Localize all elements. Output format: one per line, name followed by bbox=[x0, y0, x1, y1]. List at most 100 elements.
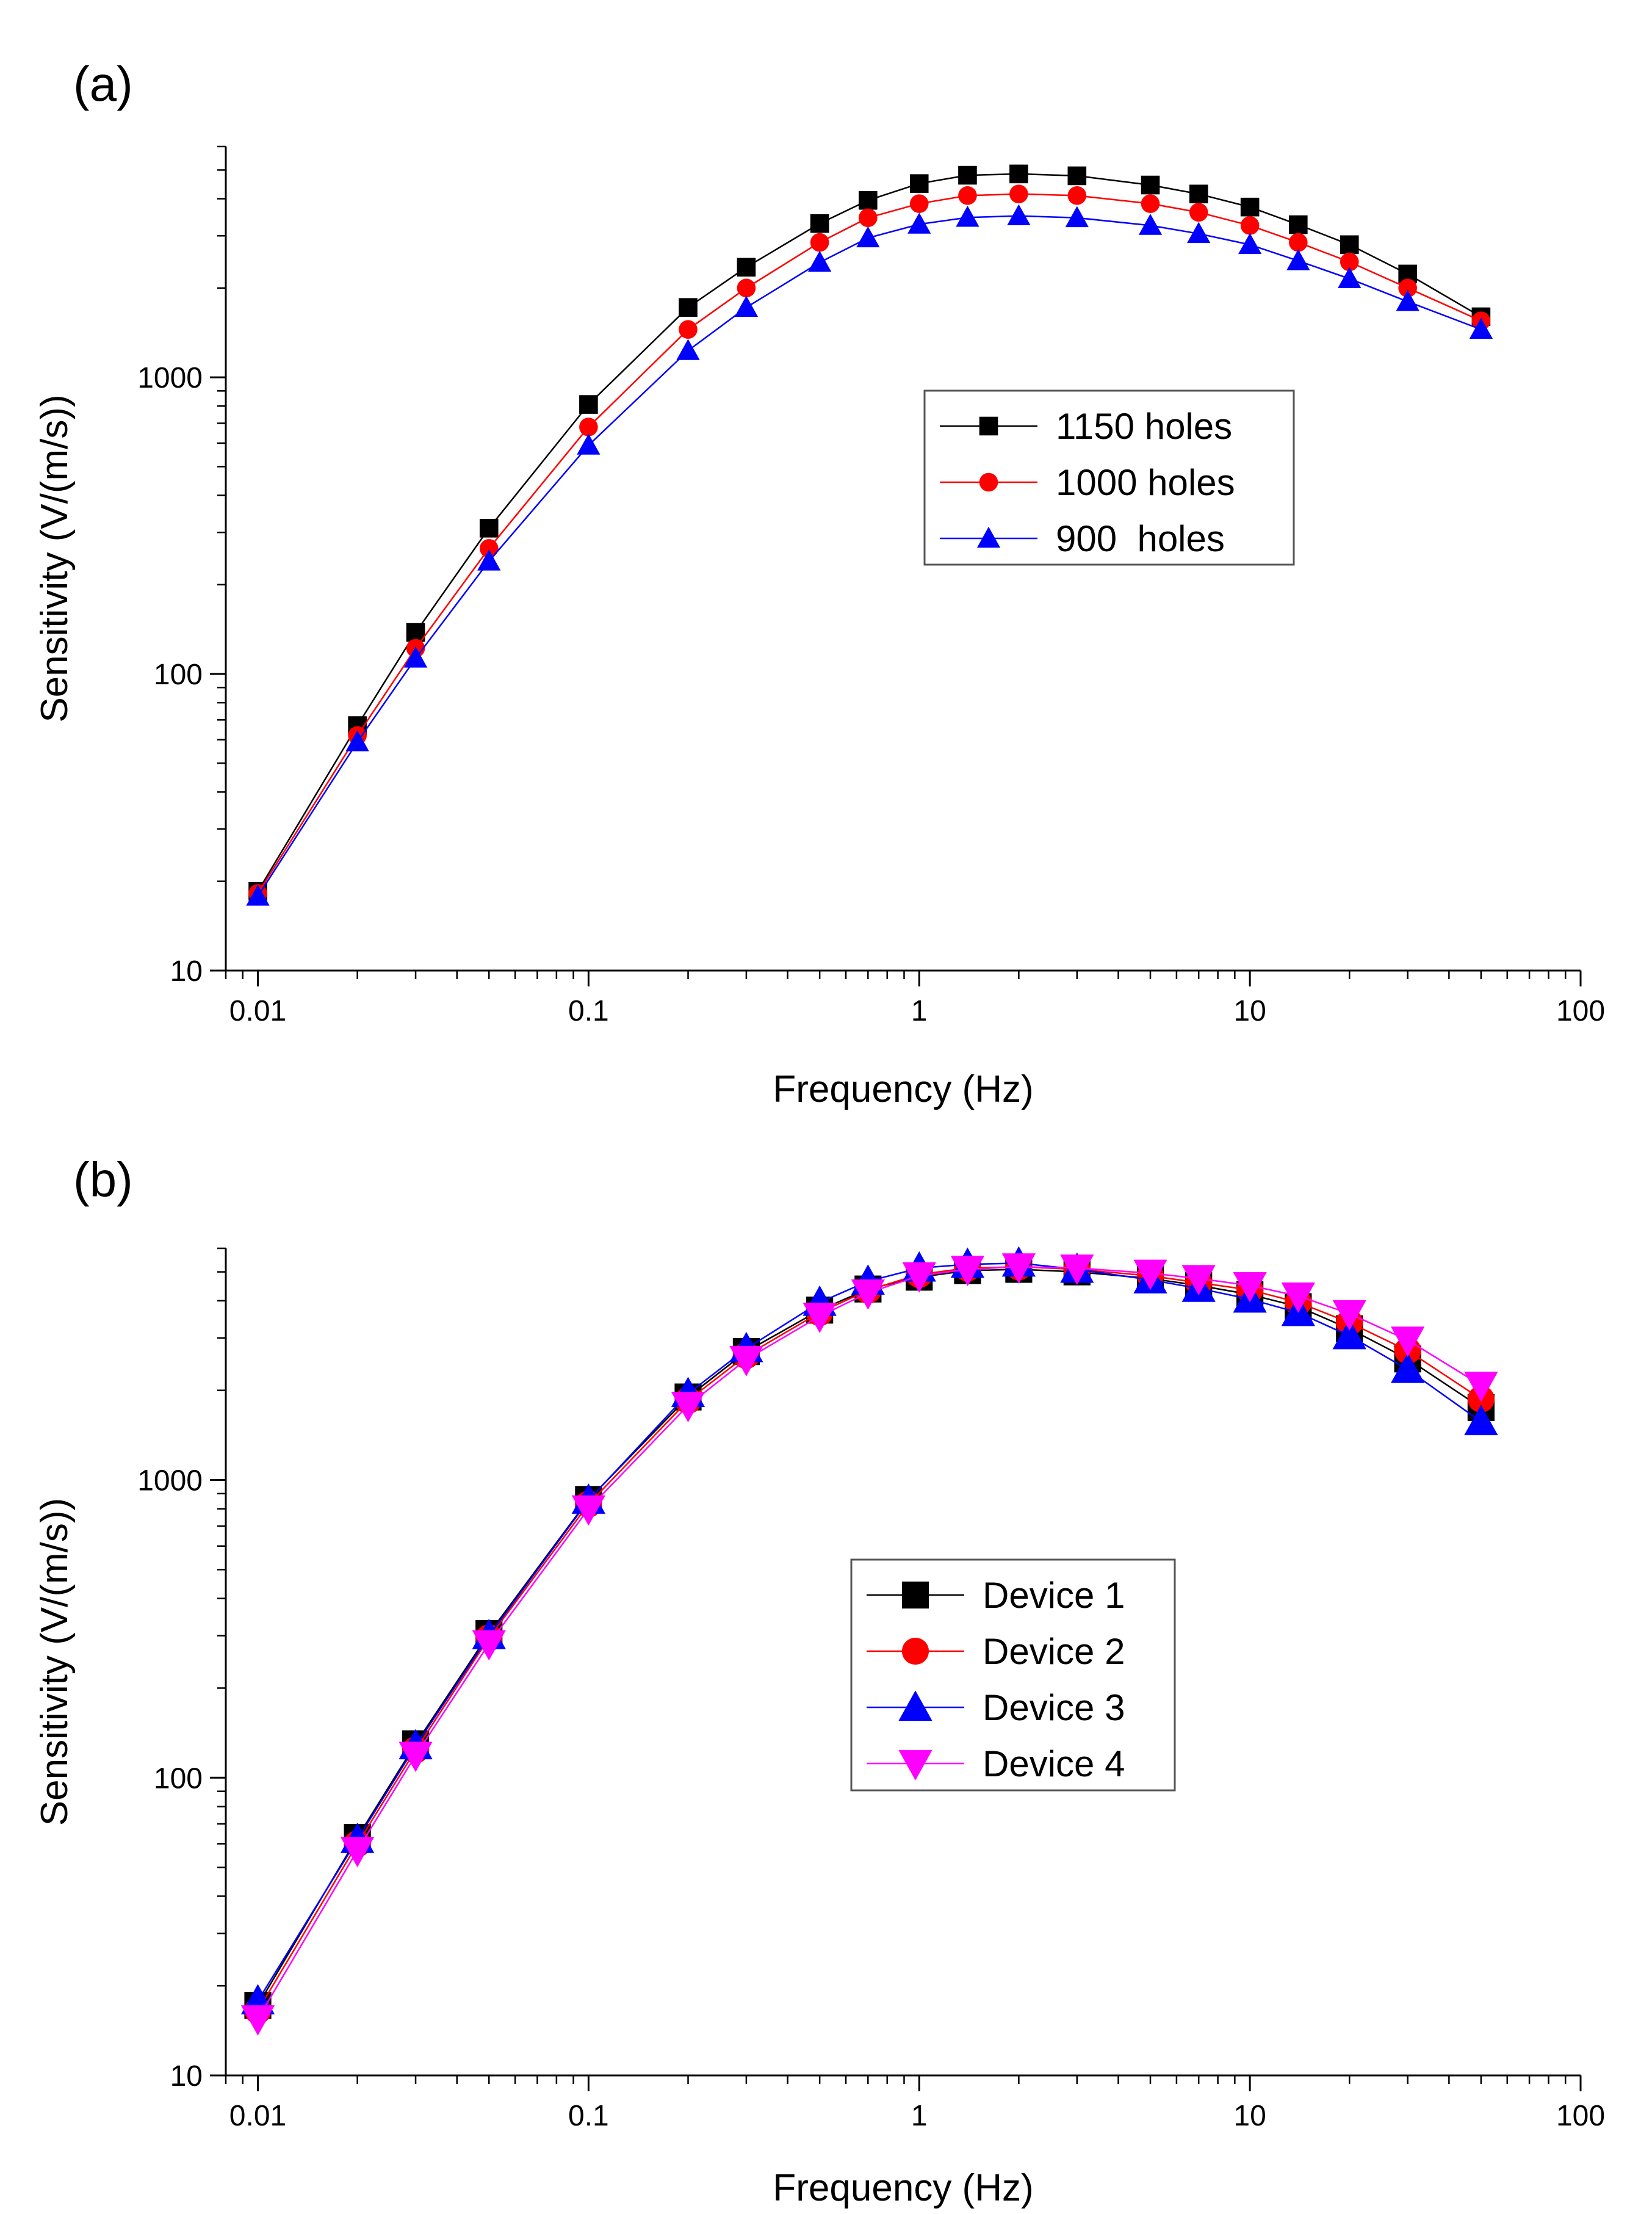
legend-label: Device 1 bbox=[983, 1575, 1125, 1616]
legend-marker bbox=[976, 526, 1001, 548]
data-point bbox=[1133, 1259, 1167, 1290]
data-point bbox=[1067, 186, 1087, 205]
data-point bbox=[676, 339, 700, 360]
data-point bbox=[1009, 164, 1028, 184]
x-tick-label: 0.01 bbox=[229, 995, 286, 1027]
legend-marker bbox=[901, 1637, 929, 1665]
data-point bbox=[810, 233, 829, 252]
x-tick-label: 100 bbox=[1556, 995, 1605, 1027]
data-point bbox=[341, 1837, 375, 1867]
x-axis-label: Frequency (Hz) bbox=[773, 2167, 1033, 2209]
x-axis-label: Frequency (Hz) bbox=[773, 1068, 1033, 1110]
data-point bbox=[1396, 289, 1419, 311]
data-point bbox=[1240, 216, 1260, 235]
series-line bbox=[257, 193, 1482, 894]
data-point bbox=[1286, 249, 1310, 270]
data-point bbox=[579, 418, 598, 436]
data-point bbox=[1065, 206, 1089, 228]
data-point bbox=[403, 646, 428, 668]
data-point bbox=[571, 1495, 606, 1526]
x-tick-label: 10 bbox=[1233, 2100, 1266, 2132]
y-axis-label: Sensitivity (V/(m/s)) bbox=[34, 1498, 76, 1826]
data-point bbox=[1281, 1282, 1315, 1313]
data-point bbox=[1469, 317, 1493, 339]
data-point bbox=[1238, 233, 1262, 255]
data-point bbox=[1001, 1253, 1036, 1284]
data-point bbox=[1240, 197, 1260, 217]
data-point bbox=[803, 1303, 837, 1333]
x-tick-label: 0.01 bbox=[229, 2100, 286, 2132]
series-1000-holes bbox=[248, 184, 1491, 903]
data-point bbox=[808, 250, 832, 272]
series-line bbox=[257, 173, 1482, 892]
data-point bbox=[909, 194, 929, 213]
legend-label: Device 4 bbox=[983, 1743, 1125, 1784]
data-point bbox=[1189, 184, 1208, 204]
y-tick-label: 1000 bbox=[137, 362, 203, 394]
data-point bbox=[729, 1345, 763, 1377]
y-axis-label: Sensitivity (V/(m/s)) bbox=[34, 394, 76, 722]
y-tick-label: 10 bbox=[170, 955, 203, 988]
data-point bbox=[1187, 222, 1211, 244]
data-point bbox=[1338, 267, 1362, 288]
data-point bbox=[240, 2005, 275, 2036]
data-point bbox=[1141, 194, 1160, 213]
y-tick-label: 100 bbox=[154, 659, 203, 691]
legend-marker bbox=[901, 1581, 929, 1609]
data-point bbox=[859, 208, 878, 228]
data-point bbox=[579, 395, 598, 414]
legend: 1150 holes 1000 holes 900 holes bbox=[923, 389, 1295, 566]
panel-label: (b) bbox=[73, 1152, 133, 1207]
x-tick-label: 0.1 bbox=[568, 2100, 609, 2132]
data-point bbox=[1340, 252, 1359, 272]
data-point bbox=[479, 539, 499, 558]
legend-label: Device 3 bbox=[983, 1687, 1125, 1728]
series-1150-holes bbox=[248, 164, 1491, 901]
data-point bbox=[734, 295, 759, 317]
data-point bbox=[577, 433, 601, 455]
x-tick-label: 0.1 bbox=[568, 995, 609, 1027]
data-point bbox=[1289, 233, 1308, 252]
legend-label: 1150 holes bbox=[1056, 406, 1232, 447]
x-tick-label: 1 bbox=[911, 995, 928, 1027]
legend-label: 1000 holes bbox=[1056, 462, 1235, 503]
data-point bbox=[856, 226, 880, 248]
data-point bbox=[1391, 1326, 1425, 1358]
series-900-holes bbox=[246, 204, 1493, 906]
chart-panel-a: (a) 0.01 0.1 1 10 100 10 100 1000 Frequency (Hz) S… bbox=[34, 57, 1605, 1110]
data-point bbox=[737, 278, 756, 298]
data-point bbox=[246, 885, 270, 906]
data-point bbox=[1141, 175, 1160, 195]
data-point bbox=[1391, 1352, 1425, 1383]
data-point bbox=[1067, 166, 1087, 186]
data-point bbox=[1007, 204, 1031, 226]
data-point bbox=[958, 186, 977, 205]
legend-marker bbox=[979, 472, 998, 492]
data-point bbox=[907, 212, 931, 234]
data-point bbox=[479, 518, 499, 538]
data-point bbox=[1060, 1254, 1094, 1285]
y-tick-label: 10 bbox=[170, 2060, 203, 2093]
data-point bbox=[679, 298, 698, 317]
legend-marker bbox=[979, 416, 998, 436]
x-tick-label: 10 bbox=[1233, 995, 1266, 1027]
data-point bbox=[399, 1742, 433, 1773]
panel-label: (a) bbox=[73, 57, 133, 111]
data-point bbox=[1340, 235, 1359, 255]
data-point bbox=[737, 258, 756, 277]
data-point bbox=[1138, 214, 1163, 235]
data-point bbox=[1332, 1319, 1366, 1350]
series-line bbox=[257, 215, 1482, 897]
data-point bbox=[1464, 1372, 1498, 1403]
data-point bbox=[1398, 278, 1417, 298]
legend-label: 900 holes bbox=[1056, 518, 1225, 559]
data-point bbox=[851, 1279, 885, 1310]
data-point bbox=[810, 214, 829, 233]
legend-label: Device 2 bbox=[983, 1631, 1125, 1672]
data-point bbox=[1233, 1272, 1267, 1303]
data-point bbox=[950, 1256, 985, 1287]
legend-marker bbox=[898, 1690, 932, 1721]
y-tick-label: 1000 bbox=[137, 1465, 203, 1497]
series-device-4 bbox=[240, 1253, 1498, 2036]
